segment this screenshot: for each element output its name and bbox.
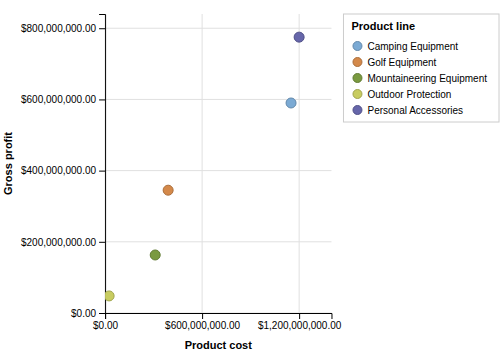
tick-label: $800,000,000.00 [21, 23, 97, 34]
tick-label: $200,000,000.00 [21, 237, 97, 248]
tick-label: $1,200,000,000.00 [258, 320, 342, 331]
y-axis-title: Gross profit [2, 132, 14, 195]
x-axis-title: Product cost [185, 339, 253, 351]
legend-title: Product line [351, 20, 415, 32]
plot: $0.00$600,000,000.00$1,200,000,000.00$0.… [21, 14, 342, 331]
points [105, 32, 304, 301]
tick: $400,000,000.00 [21, 165, 105, 176]
grid-line-x [202, 14, 203, 313]
tick: $600,000,000.00 [165, 313, 241, 331]
tick: $0.00 [71, 308, 105, 319]
grid [105, 14, 331, 313]
legend-label: Personal Accessories [367, 105, 463, 116]
tick-label: $400,000,000.00 [21, 165, 97, 176]
legend: Product line Camping Equipment Golf Equipm… [343, 14, 499, 122]
point [286, 98, 296, 108]
legend-label: Mountaineering Equipment [367, 73, 487, 84]
tick: $800,000,000.00 [21, 23, 105, 34]
tick: $600,000,000.00 [21, 94, 105, 105]
grid-line-y [105, 170, 331, 171]
grid-line-y [105, 99, 331, 100]
y-axis: $0.00 $200,000,000.00 $400,000,000.00 $600,… [21, 15, 106, 319]
tick-mark [99, 99, 105, 100]
tick: $200,000,000.00 [21, 237, 105, 248]
legend-label: Camping Equipment [367, 41, 458, 52]
tick-label: $0.00 [71, 308, 96, 319]
legend-swatch [353, 58, 362, 67]
legend-swatch [353, 42, 362, 51]
axis-line [99, 15, 106, 314]
grid-line-y [105, 241, 331, 242]
tick-mark [99, 28, 105, 29]
tick-label: $600,000,000.00 [165, 320, 241, 331]
point [163, 185, 173, 195]
tick-mark [99, 313, 105, 314]
tick: $0.00 [93, 313, 118, 331]
legend-swatch [353, 106, 362, 115]
legend-swatch [353, 74, 362, 83]
legend-swatch [353, 90, 362, 99]
tick-mark [202, 313, 203, 319]
legend-label: Golf Equipment [367, 57, 436, 68]
tick-mark [99, 242, 105, 243]
tick: $1,200,000,000.00 [258, 313, 342, 331]
chart: $0.00$600,000,000.00$1,200,000,000.00$0.… [0, 0, 501, 359]
point [150, 250, 160, 260]
axis-line [106, 314, 332, 320]
tick-label: $600,000,000.00 [21, 94, 97, 105]
tick-mark [99, 171, 105, 172]
point [105, 291, 114, 301]
grid-line-x [299, 14, 300, 313]
legend-frame [343, 14, 499, 122]
tick-label: $0.00 [93, 320, 118, 331]
legend-label: Outdoor Protection [367, 89, 451, 100]
grid-line-y [105, 28, 331, 29]
x-axis: $0.00 $600,000,000.00 $1,200,000,000.00 [93, 313, 342, 331]
point [294, 32, 304, 42]
tick-mark [299, 313, 300, 319]
